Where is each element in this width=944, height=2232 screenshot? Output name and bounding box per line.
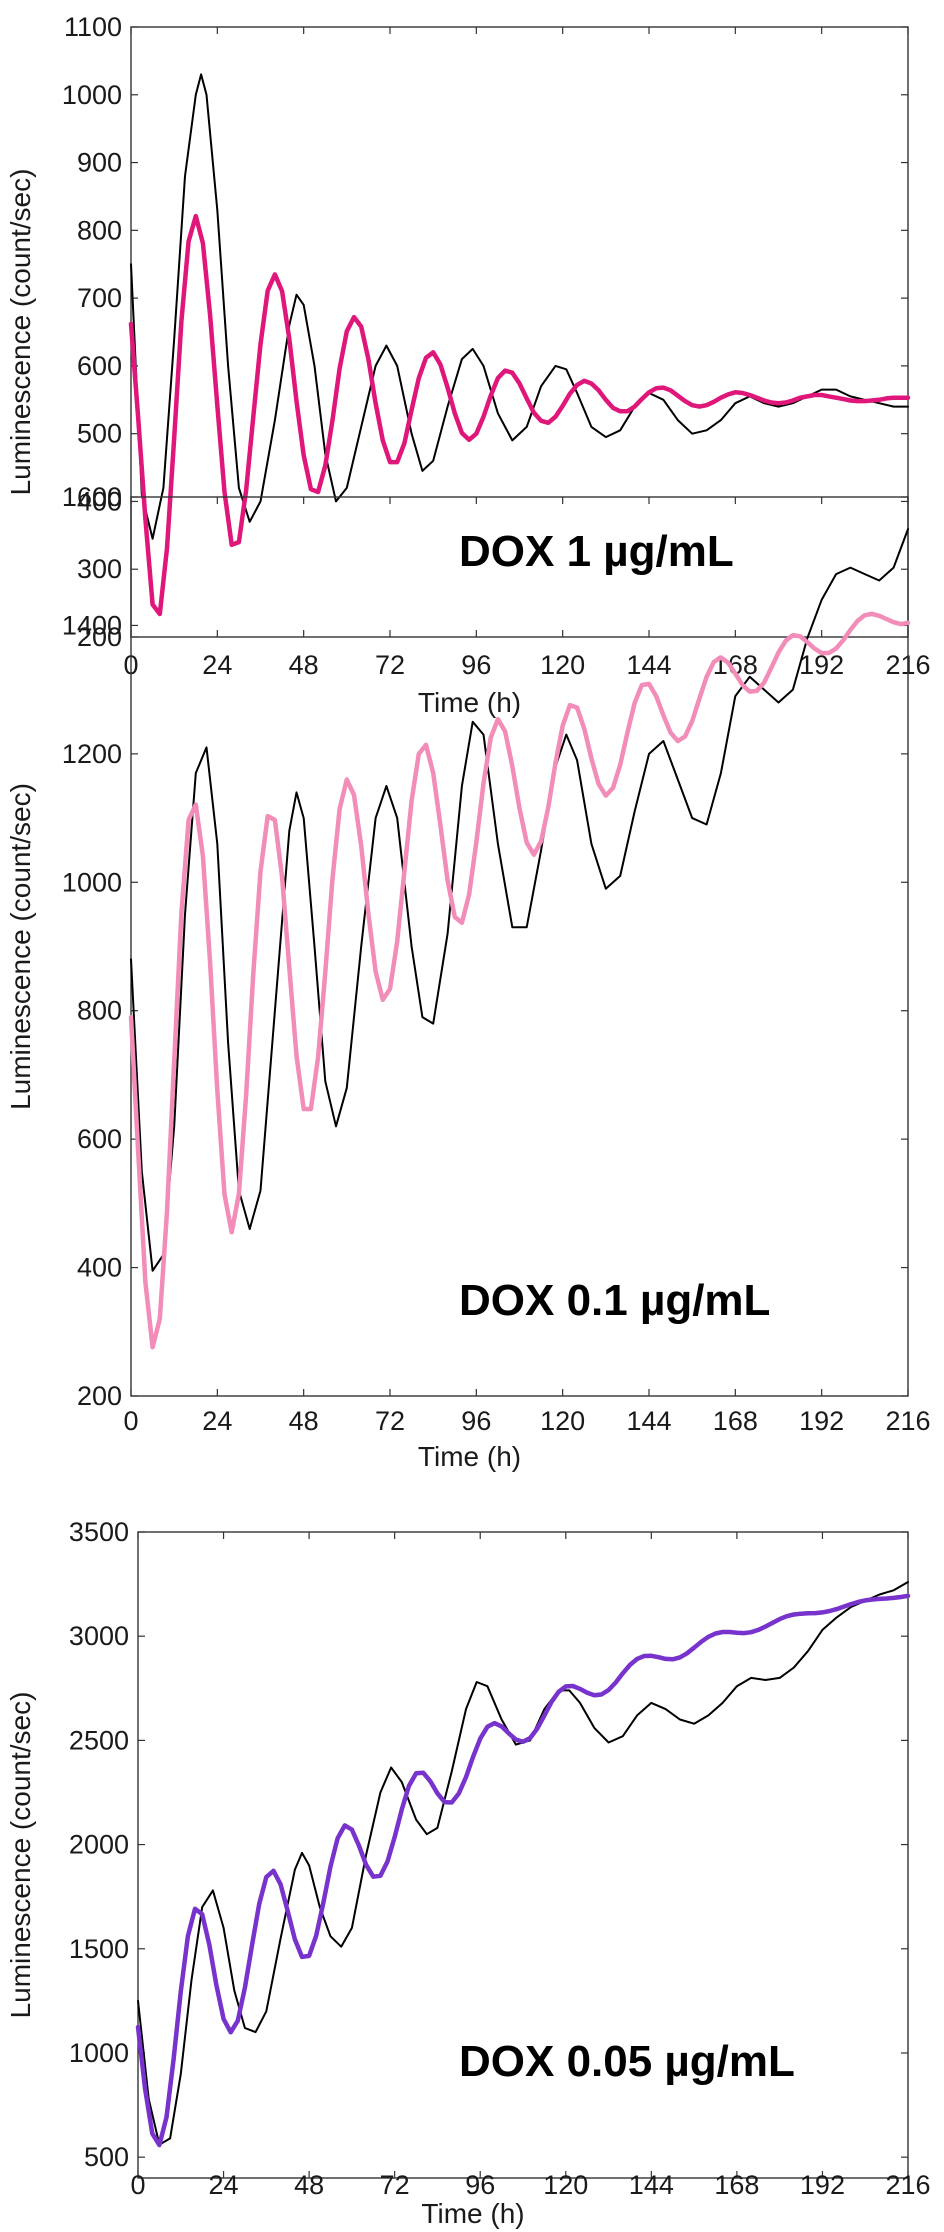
x-tick-label: 168 [714,2170,759,2200]
x-tick-label: 48 [289,1406,319,1436]
x-tick-label: 0 [130,2170,145,2200]
series-line-measured [130,528,909,1272]
x-tick-label: 144 [626,1406,671,1436]
y-tick-label: 3500 [69,1517,129,1547]
y-tick-label: 800 [77,996,122,1026]
x-axis-label: Time (h) [418,687,521,718]
y-tick-label: 700 [77,283,122,313]
x-tick-label: 144 [629,2170,674,2200]
x-tick-label: 168 [713,1406,758,1436]
series-line-fit [128,611,911,1350]
x-tick-label: 0 [123,1406,138,1436]
x-tick-label: 24 [209,2170,239,2200]
y-tick-label: 800 [77,215,122,245]
x-tick-label: 24 [202,650,232,680]
y-tick-label: 1400 [62,610,122,640]
x-tick-label: 72 [375,650,405,680]
y-tick-label: 600 [77,1124,122,1154]
y-tick-label: 1000 [62,867,122,897]
x-axis-label: Time (h) [421,2198,524,2229]
x-tick-label: 96 [461,650,491,680]
condition-annotation: DOX 0.05 µg/mL [459,2037,795,2086]
x-tick-label: 96 [461,1406,491,1436]
x-tick-label: 216 [885,2170,930,2200]
y-tick-label: 1100 [64,12,122,42]
y-axis-label: Luminescence (count/sec) [5,783,36,1110]
y-axis-label: Luminescence (count/sec) [5,169,36,496]
y-tick-label: 300 [77,554,122,584]
condition-annotation: DOX 1 µg/mL [459,527,734,576]
plot-frame [137,1531,909,2179]
x-tick-label: 48 [294,2170,324,2200]
y-axis-label: Luminescence (count/sec) [5,1692,36,2019]
series-line-fit [128,213,911,617]
series-line-fit [135,1593,911,2148]
y-tick-label: 400 [77,1253,122,1283]
y-tick-label: 1000 [62,80,122,110]
x-tick-label: 216 [885,1406,930,1436]
x-tick-label: 192 [800,2170,845,2200]
y-tick-label: 2500 [69,1725,129,1755]
condition-annotation: DOX 0.1 µg/mL [459,1276,770,1325]
x-tick-label: 72 [380,2170,410,2200]
x-tick-label: 96 [465,2170,495,2200]
x-tick-label: 192 [799,1406,844,1436]
y-tick-label: 2000 [69,1830,129,1860]
y-tick-label: 3000 [69,1621,129,1651]
x-axis-label: Time (h) [418,1441,521,1472]
x-tick-label: 120 [540,650,585,680]
y-tick-label: 200 [77,622,122,652]
y-tick-label: 1200 [62,739,122,769]
x-tick-label: 144 [626,650,671,680]
x-tick-label: 120 [543,2170,588,2200]
x-tick-label: 24 [202,1406,232,1436]
chart-panel-2: 200 400 600 800 1000 1200 1400 1600 0 24 48 72 96 120… [5,482,931,1472]
plot-frame [130,496,909,1397]
y-tick-label: 1000 [69,2038,129,2068]
series-line-measured [137,1581,909,2146]
y-tick-label: 200 [77,1381,122,1411]
y-tick-label: 1600 [62,482,122,512]
y-tick-label: 1500 [69,1934,129,1964]
x-tick-label: 48 [289,650,319,680]
y-tick-label: 500 [77,419,122,449]
y-tick-label: 600 [77,351,122,381]
y-tick-label: 900 [77,148,122,178]
y-tick-label: 500 [84,2142,129,2172]
y-tick-label: 400 [77,486,122,516]
chart-panel-3: 500 1000 1500 2000 2500 3000 3500 0 24 48 72 96 120 1… [5,1517,931,2229]
x-tick-label: 72 [375,1406,405,1436]
x-tick-label: 120 [540,1406,585,1436]
